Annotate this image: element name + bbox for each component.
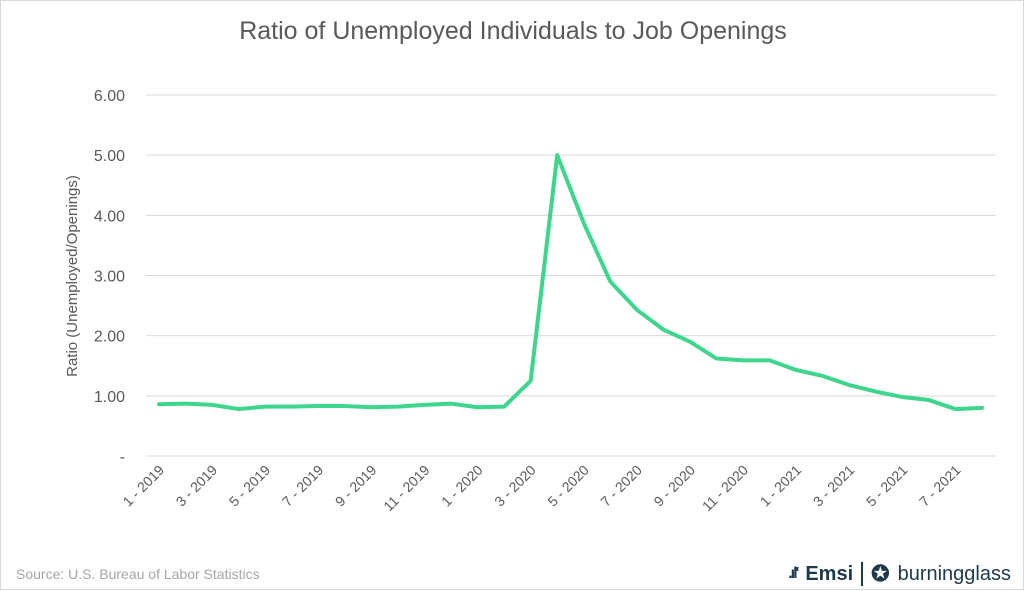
series-line: [159, 155, 982, 409]
x-tick-label: 3 - 2020: [491, 462, 539, 510]
source-note: Source: U.S. Bureau of Labor Statistics: [16, 566, 260, 582]
x-tick-label: 1 - 2021: [757, 462, 805, 510]
y-tick-label: 4.00: [94, 208, 125, 225]
logo-divider: [861, 562, 863, 586]
x-tick-label: 7 - 2020: [597, 462, 645, 510]
y-tick-label: 6.00: [94, 88, 125, 105]
x-tick-label: 11 - 2019: [380, 462, 433, 515]
y-axis-label: Ratio (Unemployed/Openings): [64, 175, 81, 377]
x-tick-label: 7 - 2019: [279, 462, 327, 510]
emsi-logo: Emsi: [805, 563, 853, 586]
x-tick-label: 9 - 2019: [332, 462, 380, 510]
burningglass-logo: burningglass: [898, 563, 1011, 586]
x-tick-label: 5 - 2019: [226, 462, 274, 510]
burningglass-ring-icon: ✪: [871, 561, 889, 587]
x-tick-label: 3 - 2021: [810, 462, 858, 510]
logos: .ıl' Emsi ✪ burningglass: [788, 561, 1011, 587]
x-tick-label: 3 - 2019: [173, 462, 221, 510]
x-tick-label: 11 - 2020: [699, 462, 752, 515]
x-tick-label: 5 - 2021: [863, 462, 911, 510]
y-tick-label: 2.00: [94, 329, 125, 346]
emsi-bars-icon: .ıl': [788, 565, 797, 583]
x-tick-label: 9 - 2020: [650, 462, 698, 510]
y-tick-label: 3.00: [94, 269, 125, 286]
y-tick-label: -: [120, 449, 125, 466]
y-tick-label: 1.00: [94, 389, 125, 406]
x-tick-label: 1 - 2019: [119, 462, 167, 510]
y-tick-label: 5.00: [94, 148, 125, 165]
x-tick-label: 5 - 2020: [544, 462, 592, 510]
x-tick-label: 1 - 2020: [438, 462, 486, 510]
x-tick-label: 7 - 2021: [916, 462, 964, 510]
